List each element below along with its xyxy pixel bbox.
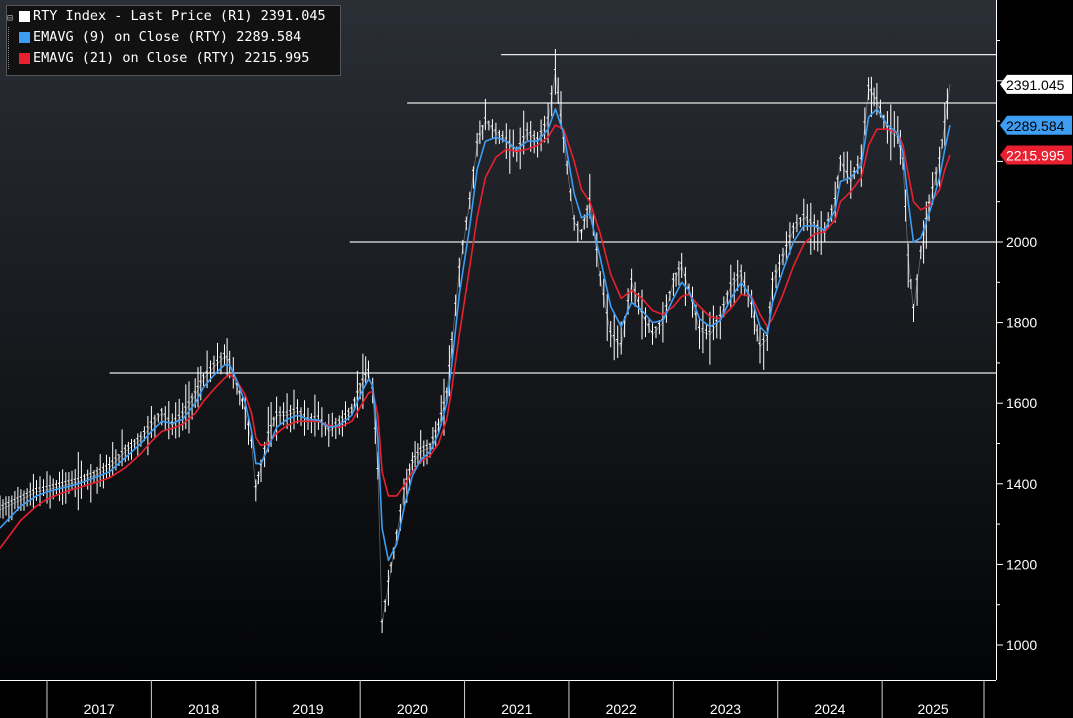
y-tick-label: 1400 [1006, 476, 1037, 492]
last-value-tag [1000, 115, 1072, 135]
tree-connector [8, 48, 19, 69]
legend-value: 2391.045 [260, 8, 326, 24]
y-tick-label: 2000 [1006, 234, 1037, 250]
x-tick-label: 2025 [918, 701, 949, 717]
legend-swatch-white [19, 11, 30, 22]
x-axis-background [0, 680, 1073, 718]
y-tick-label: 1200 [1006, 556, 1037, 572]
x-tick-label: 2017 [84, 701, 115, 717]
y-axis-background [996, 0, 1073, 680]
legend-label: RTY Index - Last Price (R1) [33, 8, 253, 24]
ema9-line [0, 108, 951, 562]
collapse-icon[interactable]: ⊟ [7, 13, 14, 24]
x-tick-label: 2023 [710, 701, 741, 717]
y-tick-label: 1600 [1006, 395, 1037, 411]
legend-label: EMAVG (21) on Close (RTY) [33, 50, 237, 66]
tree-connector [8, 27, 19, 48]
ema21-line [0, 124, 951, 549]
legend-label: EMAVG (9) on Close (RTY) [33, 29, 229, 45]
last-value-label: 2391.045 [1006, 77, 1065, 93]
x-tick-label: 2019 [292, 701, 323, 717]
legend-value: 2215.995 [244, 50, 310, 66]
x-tick-label: 2021 [501, 701, 532, 717]
x-tick-label: 2022 [606, 701, 637, 717]
x-tick-label: 2024 [814, 701, 845, 717]
legend-item-ema21[interactable]: EMAVG (21) on Close (RTY) 2215.995 [7, 48, 340, 69]
last-value-label: 2215.995 [1006, 147, 1065, 163]
legend-item-price[interactable]: ⊟ RTY Index - Last Price (R1) 2391.045 [7, 6, 340, 27]
y-tick-label: 1000 [1006, 637, 1037, 653]
legend-value: 2289.584 [236, 29, 302, 45]
legend-swatch-red [19, 53, 30, 64]
legend-swatch-blue [19, 32, 30, 43]
plot-background [0, 0, 996, 680]
last-value-tag [1000, 145, 1072, 165]
y-tick-label: 1800 [1006, 315, 1037, 331]
last-value-tag [1000, 74, 1072, 94]
last-value-label: 2289.584 [1006, 118, 1065, 134]
chart-legend: ⊟ RTY Index - Last Price (R1) 2391.045 E… [6, 5, 341, 76]
legend-item-ema9[interactable]: EMAVG (9) on Close (RTY) 2289.584 [7, 27, 340, 48]
x-tick-label: 2020 [397, 701, 428, 717]
x-tick-label: 2018 [188, 701, 219, 717]
